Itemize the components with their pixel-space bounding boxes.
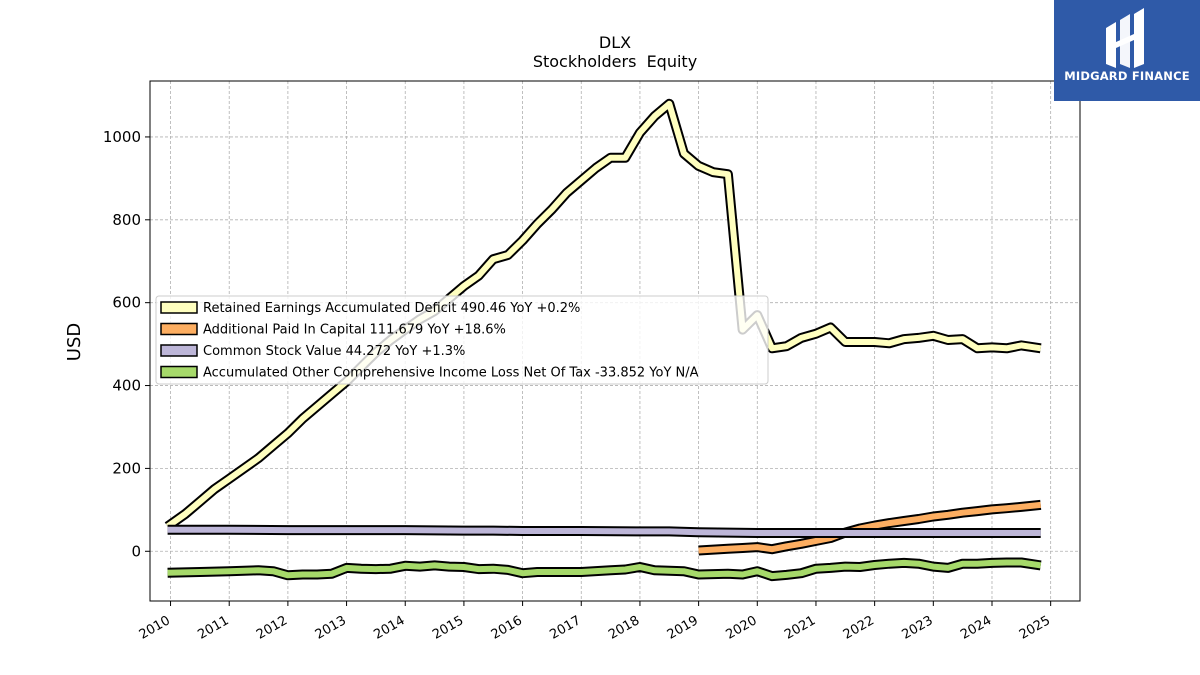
series-line-fill — [165, 100, 1042, 529]
y-axis-label: USD — [64, 323, 85, 361]
legend-swatch — [160, 322, 198, 336]
y-tick-label: 600 — [112, 294, 141, 312]
y-tick-label: 0 — [131, 542, 141, 560]
x-tick-label: 2016 — [489, 613, 525, 643]
chart-subtitle: Stockholders Equity — [533, 52, 697, 71]
x-tick-label: 2023 — [899, 613, 935, 643]
series-lines — [164, 98, 1042, 582]
series-line-fill — [167, 526, 1041, 536]
x-tick-label: 2012 — [254, 613, 290, 643]
y-tick-label: 1000 — [103, 128, 141, 146]
series-line-fill — [167, 559, 1042, 580]
legend-entry-label: Accumulated Other Comprehensive Income L… — [203, 366, 699, 381]
x-tick-label: 2019 — [665, 613, 701, 643]
logo-mark-icon — [1106, 8, 1144, 68]
series-line — [167, 557, 1042, 582]
series-line — [164, 98, 1042, 531]
series-line-fill — [698, 501, 1042, 554]
x-tick-label: 2020 — [723, 613, 759, 643]
legend-entry-label: Additional Paid In Capital 111.679 YoY +… — [203, 323, 506, 338]
plot-frame — [149, 80, 1081, 602]
x-tick-label: 2022 — [841, 613, 877, 643]
chart-title: DLX — [599, 33, 631, 52]
x-tick-label: 2024 — [958, 613, 994, 643]
x-tick-label: 2014 — [371, 613, 407, 643]
y-tick-label: 800 — [112, 211, 141, 229]
series-line — [698, 499, 1042, 556]
legend-entry-label: Retained Earnings Accumulated Deficit 49… — [203, 301, 580, 316]
x-tick-label: 2021 — [782, 613, 818, 643]
x-tick-label: 2010 — [137, 613, 173, 643]
x-tick-label: 2011 — [195, 613, 231, 643]
legend-swatch — [160, 365, 198, 379]
y-tick-label: 400 — [112, 377, 141, 395]
legend-entry-label: Common Stock Value 44.272 YoY +1.3% — [203, 344, 465, 359]
x-tick-label: 2025 — [1017, 613, 1053, 643]
x-tick-label: 2017 — [547, 613, 583, 643]
series-line — [167, 524, 1041, 538]
y-tick-label: 200 — [112, 459, 141, 477]
x-tick-label: 2013 — [313, 613, 349, 643]
logo-text: MIDGARD FINANCE — [1064, 69, 1190, 83]
x-tick-label: 2015 — [430, 613, 466, 643]
legend-swatch — [160, 301, 198, 314]
midgard-finance-logo: MIDGARD FINANCE — [1054, 0, 1200, 101]
legend-box — [155, 295, 769, 385]
legend-swatch — [160, 344, 198, 357]
legend: Retained Earnings Accumulated Deficit 49… — [155, 295, 769, 385]
x-tick-label: 2018 — [606, 613, 642, 643]
